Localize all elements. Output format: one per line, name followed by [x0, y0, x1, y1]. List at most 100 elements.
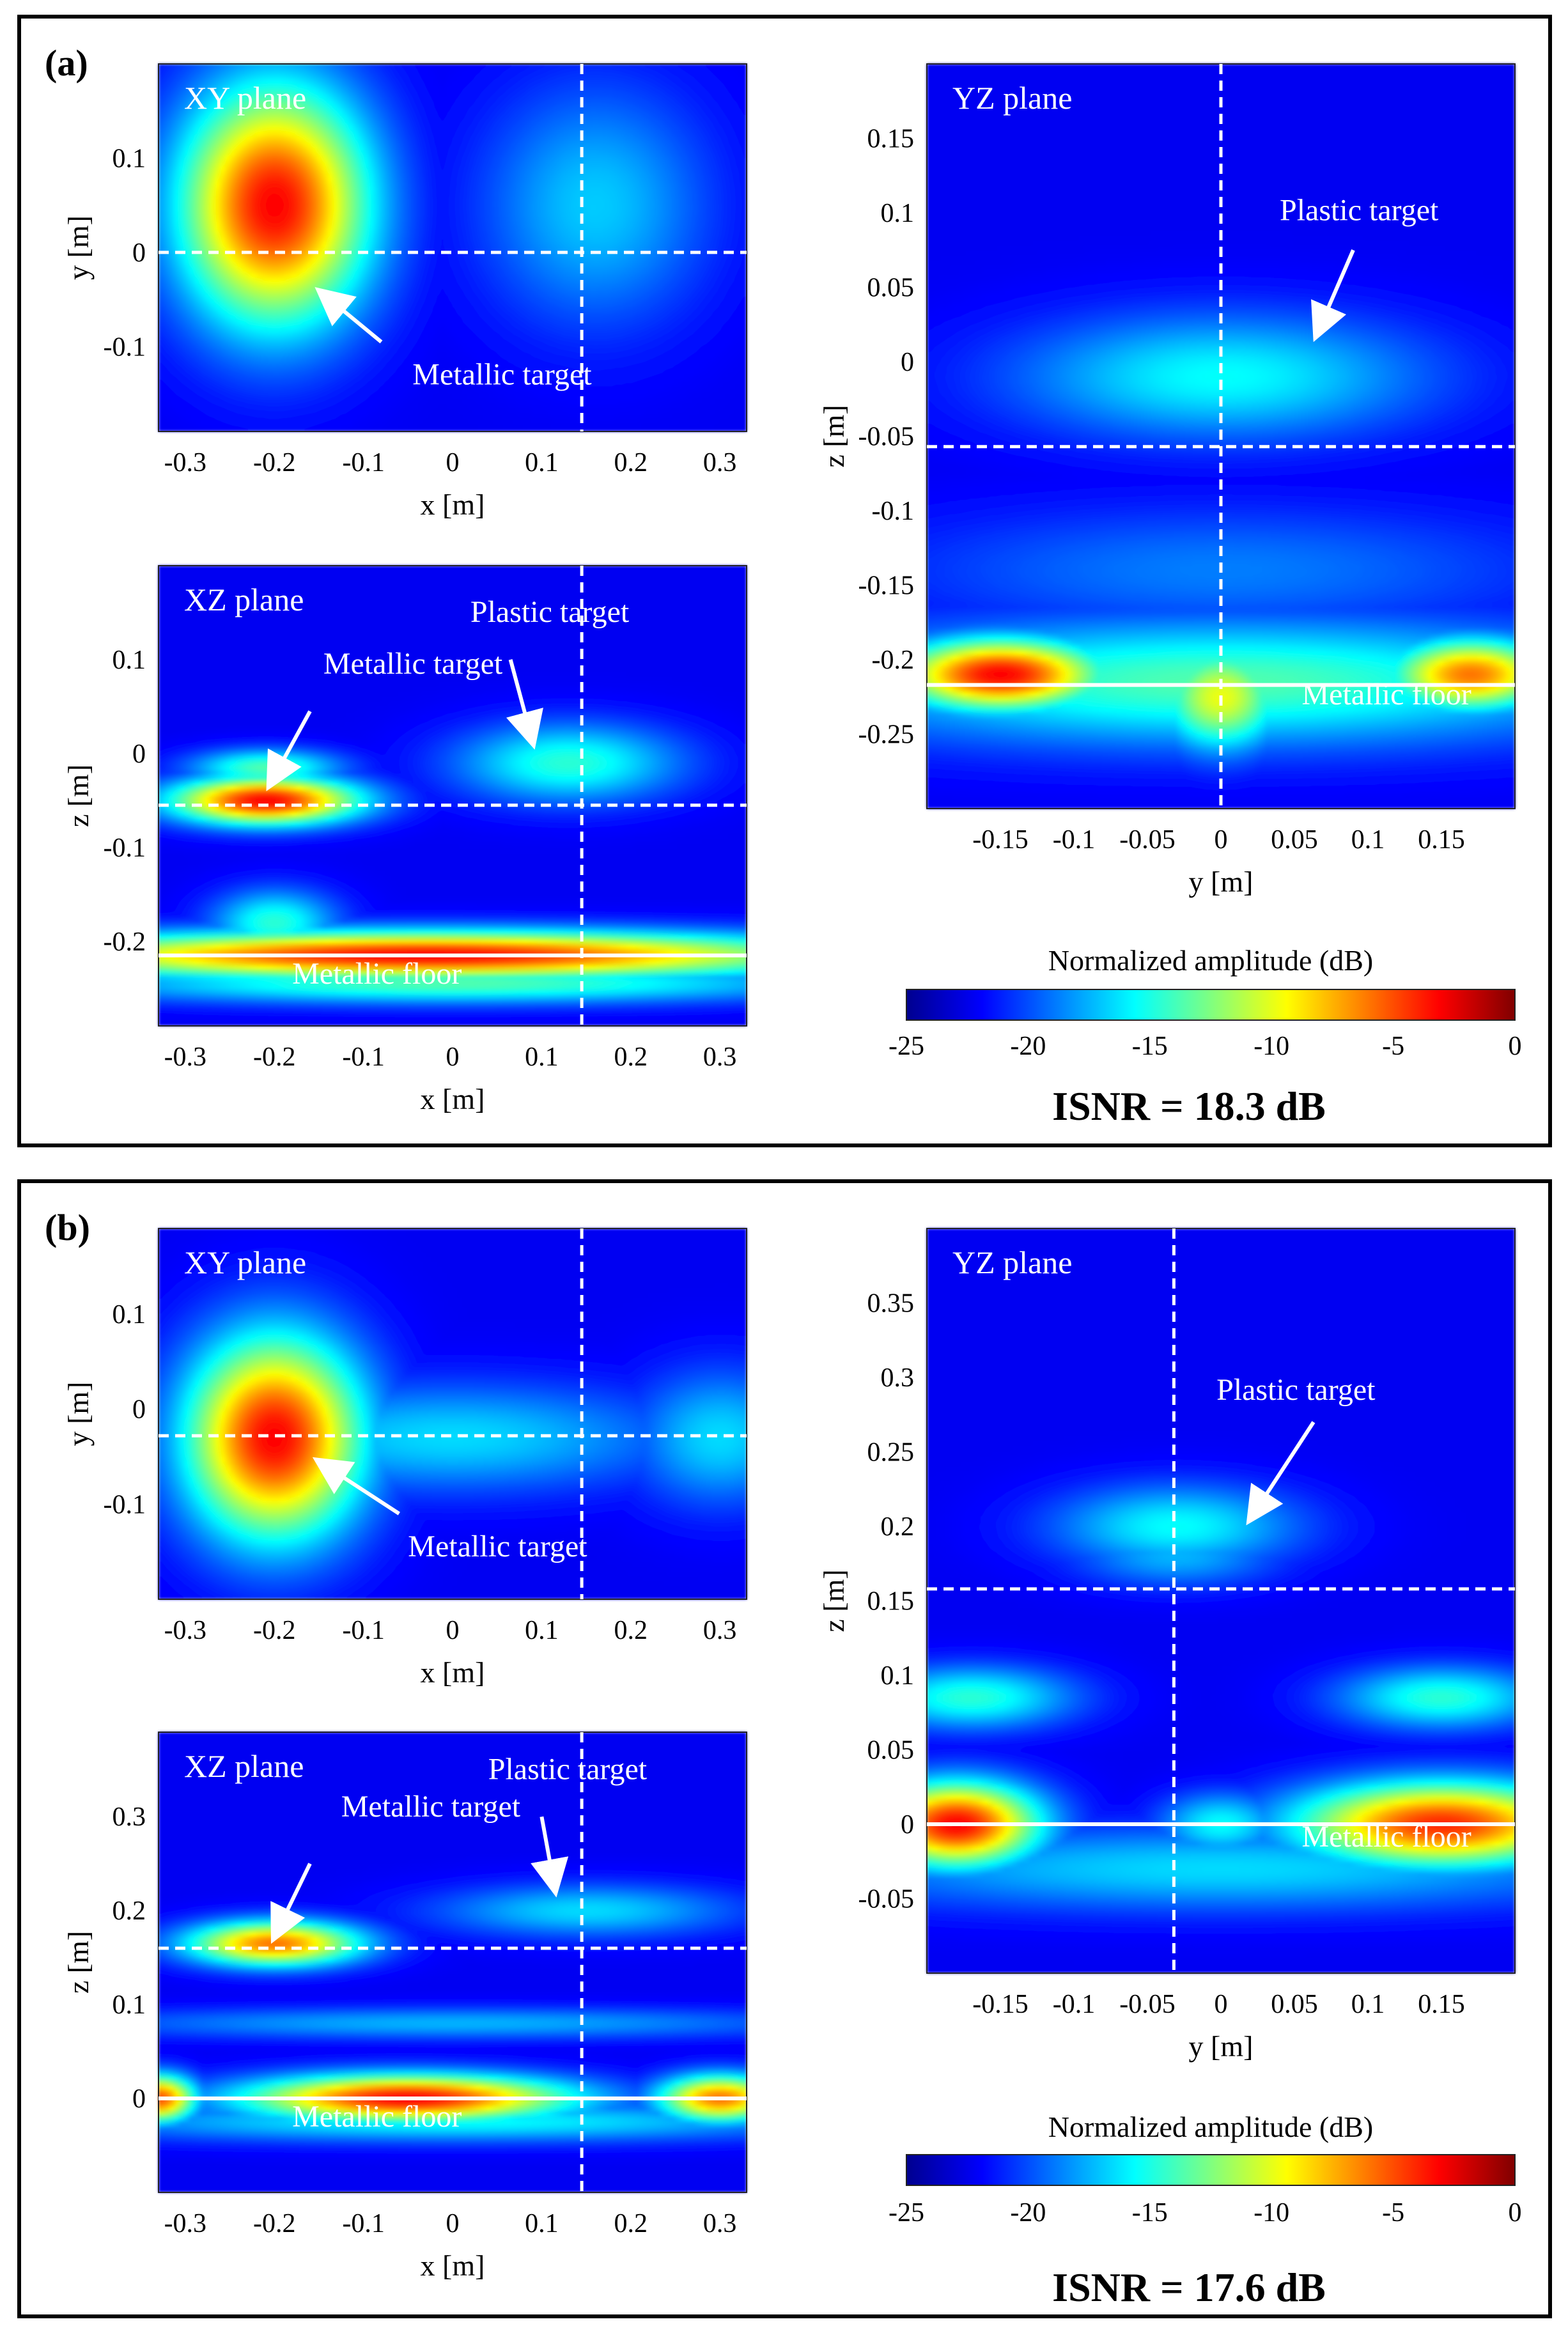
y-axis-label: z [m]	[818, 405, 850, 467]
x-tick-label: 0.2	[614, 448, 648, 477]
y-tick-label: 0	[901, 348, 914, 377]
plot-b-xy-plane: XY plane -0.3 -0.2 -0.1 0 0.1 0.2 0.3 0.1 0 -0.1 x …	[62, 1228, 747, 1689]
x-tick-label: 0.3	[703, 2209, 737, 2238]
y-tick-label: 0.3	[113, 1802, 146, 1832]
annotation-arrow	[1246, 1421, 1316, 1526]
x-axis-label: y [m]	[1189, 2030, 1254, 2063]
y-tick-label: 0.1	[113, 1990, 146, 2020]
annotation-arrow	[1311, 249, 1355, 343]
plane-label: XZ plane	[184, 1748, 304, 1784]
x-tick-label: -0.1	[1053, 1990, 1096, 2019]
x-tick-label: 0	[1215, 1990, 1228, 2019]
plane-label: YZ plane	[952, 80, 1072, 116]
y-tick-label: 0	[132, 1395, 146, 1425]
x-tick-label: 0.15	[1418, 1990, 1465, 2019]
x-tick-label: -0.1	[342, 1616, 385, 1645]
y-axis-label: z [m]	[818, 1569, 850, 1632]
colorbar-title: Normalized amplitude (dB)	[1048, 944, 1373, 977]
y-axis-label: y [m]	[62, 215, 95, 280]
x-tick-label: 0	[446, 2209, 460, 2238]
annotation-label: Plastic target	[1280, 194, 1439, 228]
y-tick-label: -0.05	[858, 422, 915, 452]
colorbar-tick-label: 0	[1509, 2198, 1522, 2228]
colorbar-b: Normalized amplitude (dB) -25 -20 -15 -10 -5 0	[889, 2111, 1522, 2228]
x-tick-label: -0.1	[1053, 825, 1096, 855]
heatmap-image	[159, 566, 747, 1026]
y-tick-label: 0.2	[881, 1512, 915, 1542]
x-tick-label: -0.05	[1119, 1990, 1176, 2019]
y-tick-label: 0.35	[867, 1289, 915, 1319]
isnr-a: ISNR = 18.3 dB	[1052, 1083, 1326, 1129]
colorbar-gradient	[906, 989, 1516, 1021]
isnr-b: ISNR = 17.6 dB	[1052, 2265, 1326, 2310]
annotation-label: Metallic floor	[1302, 678, 1471, 711]
x-tick-label: -0.3	[164, 1042, 207, 1072]
axes-box	[158, 63, 747, 432]
x-tick-label: 0.05	[1271, 1990, 1318, 2019]
annotation-label: Metallic target	[408, 1530, 587, 1563]
panel-b-label: (b)	[45, 1207, 90, 1248]
x-tick-label: 0.1	[525, 1042, 559, 1072]
x-tick-label: 0	[446, 1042, 460, 1072]
x-axis-label: y [m]	[1189, 865, 1254, 898]
y-tick-label: 0.1	[881, 1661, 915, 1691]
y-tick-label: 0.1	[881, 199, 915, 228]
y-tick-label: -0.1	[872, 497, 915, 526]
axes-box	[158, 565, 747, 1027]
x-tick-label: -0.05	[1119, 825, 1176, 855]
colorbar-tick-label: -15	[1132, 2198, 1168, 2228]
colorbar-tick-label: 0	[1509, 1032, 1522, 1061]
colorbar-tick-label: -20	[1010, 2198, 1046, 2228]
y-tick-label: -0.1	[104, 833, 146, 863]
x-tick-label: 0.2	[614, 1042, 648, 1072]
x-tick-label: 0.1	[525, 448, 559, 477]
y-tick-label: 0	[132, 238, 146, 268]
y-tick-label: 0.1	[113, 144, 146, 173]
x-axis-label: x [m]	[421, 488, 485, 521]
heatmap-image	[927, 1229, 1515, 1973]
plot-a-xz-plane: XZ plane -0.3 -0.2 -0.1 0 0.1 0.2 0.3 0.1 0 -0.1 -0…	[62, 565, 747, 1115]
panel-a-frame	[17, 15, 1552, 1147]
y-tick-label: 0.2	[113, 1896, 146, 1926]
y-tick-label: -0.2	[872, 646, 915, 675]
colorbar-tick-label: -5	[1382, 1032, 1404, 1061]
y-tick-label: 0.05	[867, 1736, 915, 1765]
x-tick-label: -0.3	[164, 448, 207, 477]
x-tick-label: -0.2	[253, 448, 296, 477]
heatmap-image	[159, 1732, 747, 2192]
annotation-label: Metallic floor	[1302, 1820, 1471, 1854]
x-tick-label: 0.2	[614, 1616, 648, 1645]
x-tick-label: -0.2	[253, 1042, 296, 1072]
x-tick-label: 0	[446, 1616, 460, 1645]
colorbar-tick-label: -25	[889, 2198, 924, 2228]
y-tick-label: -0.15	[858, 571, 915, 601]
y-axis-label: y [m]	[62, 1382, 95, 1446]
x-tick-label: -0.2	[253, 2209, 296, 2238]
heatmap-image	[159, 64, 747, 431]
plane-label: XY plane	[184, 80, 306, 116]
x-tick-label: 0.1	[1351, 825, 1385, 855]
colorbar-tick-label: -25	[889, 1032, 924, 1061]
annotation-arrow	[531, 1816, 569, 1898]
annotation-arrow	[266, 710, 312, 791]
colorbar-title: Normalized amplitude (dB)	[1048, 2111, 1373, 2143]
y-tick-label: -0.2	[104, 927, 146, 957]
x-tick-label: 0.3	[703, 1616, 737, 1645]
plot-a-yz-plane: YZ plane -0.15 -0.1 -0.05 0 0.05 0.1 0.15 0.15 0.…	[818, 63, 1516, 898]
axes-box	[926, 1228, 1516, 1974]
annotation-label: Metallic target	[323, 647, 503, 681]
colorbar-tick-label: -5	[1382, 2198, 1404, 2228]
plane-label: XY plane	[184, 1244, 306, 1280]
annotation-arrow	[506, 659, 543, 750]
annotation-label: Metallic target	[341, 1790, 521, 1824]
x-tick-label: 0.3	[703, 448, 737, 477]
plane-label: XZ plane	[184, 582, 304, 617]
x-axis-label: x [m]	[421, 1656, 485, 1689]
plot-b-xz-plane: XZ plane -0.3 -0.2 -0.1 0 0.1 0.2 0.3 0.3 0.2 0.1 0…	[62, 1732, 747, 2282]
y-tick-label: -0.1	[104, 1490, 146, 1519]
y-tick-label: 0.25	[867, 1438, 915, 1468]
x-tick-label: -0.1	[342, 448, 385, 477]
y-tick-label: 0.3	[881, 1363, 915, 1393]
axes-box	[158, 1732, 747, 2193]
